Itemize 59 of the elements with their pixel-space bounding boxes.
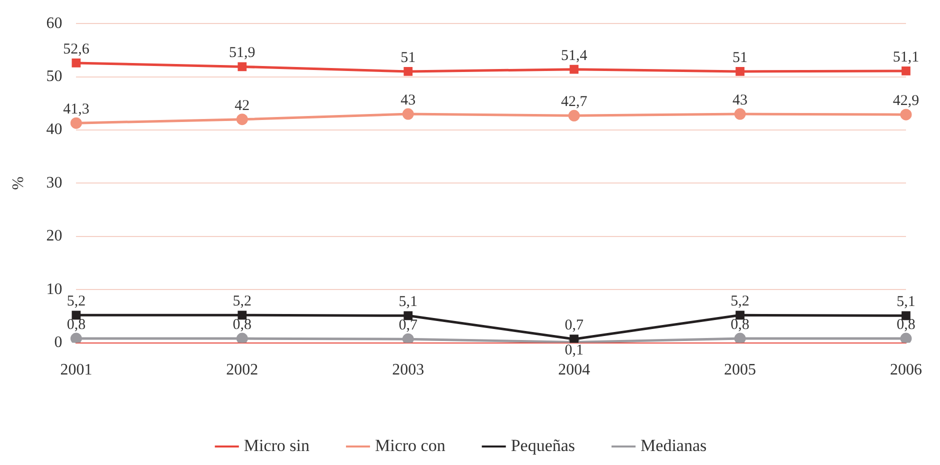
y-tick-label: 10 <box>46 280 62 298</box>
point <box>902 66 910 76</box>
point <box>70 332 82 343</box>
point <box>238 62 247 72</box>
data-label: 5,2 <box>730 294 750 310</box>
data-label: 51,1 <box>892 49 920 66</box>
data-label: 51 <box>400 50 416 66</box>
point <box>900 108 912 120</box>
data-label: 5,2 <box>232 294 252 310</box>
data-label: 5,1 <box>896 294 916 310</box>
data-label: 0,8 <box>232 316 252 333</box>
point <box>402 108 414 120</box>
x-tick-label: 2002 <box>226 362 258 379</box>
y-tick-label: 40 <box>46 121 62 138</box>
data-label: 43 <box>732 92 748 108</box>
legend-label: Micro sin <box>244 436 310 455</box>
point <box>404 67 413 76</box>
data-label: 0,7 <box>398 318 418 334</box>
x-tick-label: 2005 <box>724 362 756 379</box>
data-label: 42 <box>234 98 250 114</box>
point <box>402 333 414 343</box>
point <box>736 67 744 76</box>
x-tick-label: 2003 <box>392 362 424 379</box>
point <box>236 114 248 126</box>
point <box>568 110 580 122</box>
data-label: 52,6 <box>63 41 90 58</box>
legend-label: Medianas <box>640 436 707 455</box>
y-tick-label: 50 <box>46 68 62 86</box>
y-tick-label: 30 <box>46 174 62 192</box>
point <box>734 332 746 343</box>
y-axis-title: % <box>10 176 27 190</box>
data-label: 5,2 <box>66 294 86 310</box>
data-label: 42,7 <box>560 94 588 110</box>
data-label: 51,9 <box>229 45 256 62</box>
data-label: 41,3 <box>63 102 90 118</box>
point <box>734 108 746 120</box>
x-tick-label: 2006 <box>890 362 922 379</box>
data-label: 0,8 <box>730 316 750 333</box>
point <box>236 332 248 343</box>
data-label: 5,1 <box>398 294 418 310</box>
data-label: 0,8 <box>66 316 86 333</box>
data-label: 43 <box>400 92 416 108</box>
point <box>72 58 81 68</box>
y-tick-label: 0 <box>54 334 62 352</box>
point <box>900 332 912 343</box>
legend-label: Micro con <box>375 436 446 455</box>
data-label: 0,7 <box>564 318 584 334</box>
x-tick-label: 2004 <box>558 362 590 379</box>
y-tick-label: 20 <box>46 228 62 245</box>
data-label: 51 <box>732 50 748 66</box>
data-label: 0,1 <box>564 342 584 359</box>
data-label: 42,9 <box>892 93 920 110</box>
point <box>570 64 579 74</box>
data-label: 51,4 <box>560 48 588 64</box>
y-tick-label: 60 <box>46 14 62 32</box>
point <box>70 117 82 129</box>
x-tick-label: 2001 <box>60 362 92 379</box>
legend-label: Pequeñas <box>510 436 576 455</box>
data-label: 0,8 <box>896 316 916 333</box>
